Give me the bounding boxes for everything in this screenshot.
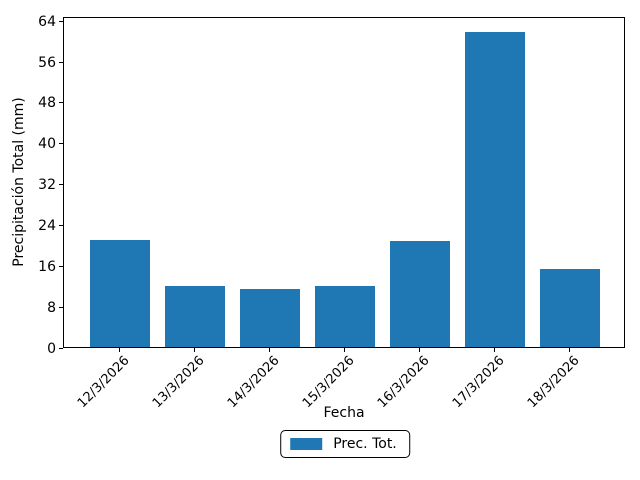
bar bbox=[90, 240, 150, 347]
legend-label: Prec. Tot. bbox=[333, 436, 397, 452]
x-tick-label: 12/3/2026 bbox=[75, 353, 133, 412]
y-tick-label: 24 bbox=[38, 217, 56, 234]
y-tick-mark bbox=[59, 266, 63, 267]
bar bbox=[165, 286, 225, 347]
y-tick-label: 32 bbox=[38, 176, 56, 193]
legend-swatch bbox=[290, 438, 323, 450]
bar bbox=[315, 286, 375, 347]
y-tick-label: 8 bbox=[47, 299, 56, 316]
x-axis-title: Fecha bbox=[323, 405, 365, 421]
x-tick-mark bbox=[569, 348, 570, 352]
y-tick-mark bbox=[59, 21, 63, 22]
x-tick-label: 15/3/2026 bbox=[300, 353, 358, 412]
y-tick-label: 0 bbox=[47, 340, 56, 357]
y-tick-mark bbox=[59, 102, 63, 103]
x-tick-mark bbox=[494, 348, 495, 352]
y-tick-mark bbox=[59, 348, 63, 349]
y-tick-label: 16 bbox=[38, 258, 56, 275]
bar bbox=[390, 241, 450, 347]
x-tick-mark bbox=[419, 348, 420, 352]
y-axis-title: Precipitación Total (mm) bbox=[11, 97, 27, 267]
y-tick-mark bbox=[59, 307, 63, 308]
bar bbox=[540, 269, 600, 347]
y-tick-label: 56 bbox=[38, 54, 56, 71]
x-tick-mark bbox=[119, 348, 120, 352]
y-tick-label: 48 bbox=[38, 94, 56, 111]
x-tick-label: 17/3/2026 bbox=[450, 353, 508, 412]
x-tick-label: 13/3/2026 bbox=[150, 353, 208, 412]
x-tick-mark bbox=[194, 348, 195, 352]
y-tick-mark bbox=[59, 143, 63, 144]
x-tick-label: 18/3/2026 bbox=[525, 353, 583, 412]
y-tick-label: 40 bbox=[38, 135, 56, 152]
legend: Prec. Tot. bbox=[280, 430, 410, 458]
bar bbox=[240, 289, 300, 347]
x-tick-mark bbox=[269, 348, 270, 352]
y-tick-mark bbox=[59, 225, 63, 226]
x-tick-label: 16/3/2026 bbox=[375, 353, 433, 412]
y-tick-mark bbox=[59, 62, 63, 63]
y-tick-mark bbox=[59, 184, 63, 185]
x-tick-mark bbox=[344, 348, 345, 352]
x-tick-label: 14/3/2026 bbox=[225, 353, 283, 412]
y-tick-label: 64 bbox=[38, 13, 56, 30]
bar bbox=[465, 32, 525, 347]
plot-area bbox=[63, 17, 625, 348]
